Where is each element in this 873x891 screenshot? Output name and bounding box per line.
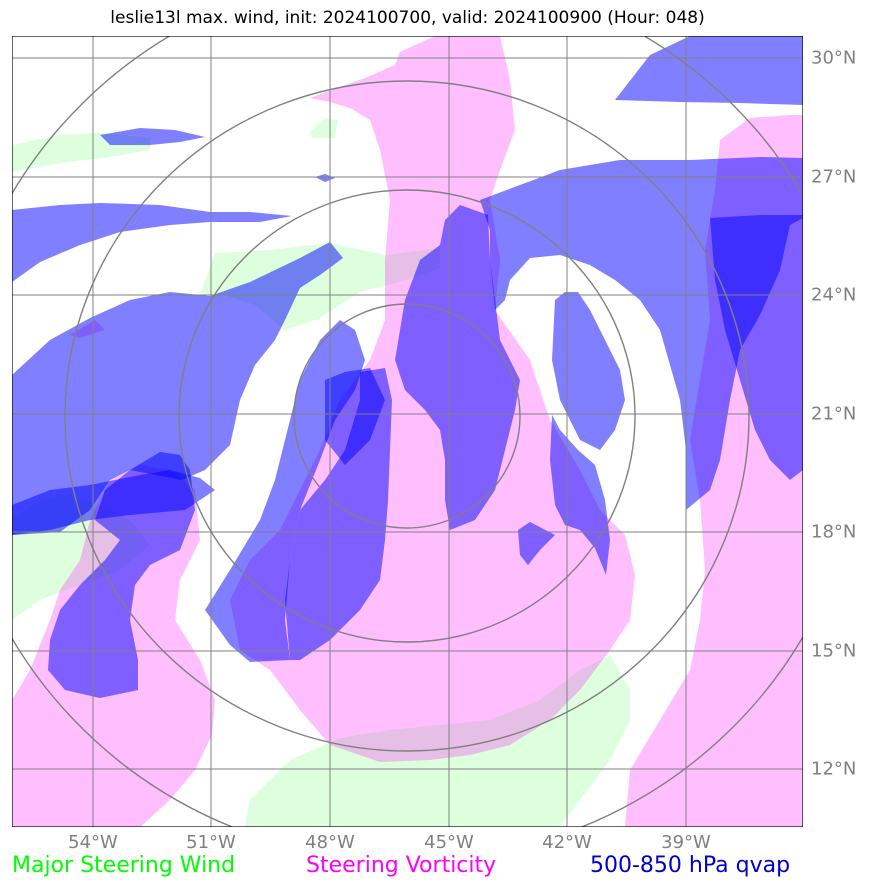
qvap-layer (12, 36, 803, 698)
longitude-label: 39°W (661, 832, 711, 853)
range-ring (64, 80, 750, 752)
legend-steering-wind: Major Steering Wind (12, 853, 236, 878)
qvap-area (615, 36, 803, 105)
longitude-label: 42°W (542, 832, 592, 853)
longitude-label: 51°W (186, 832, 236, 853)
latitude-label: 21°N (811, 403, 857, 425)
qvap-area (550, 415, 610, 575)
qvap-area (12, 203, 292, 282)
range-ring (178, 189, 636, 643)
legend-steering-vorticity: Steering Vorticity (306, 853, 497, 878)
qvap-area (285, 368, 392, 660)
latitude-label: 30°N (811, 47, 857, 69)
qvap-area (518, 522, 555, 565)
graticule (12, 36, 803, 827)
legend-qvap: 500-850 hPa qvap (590, 853, 791, 878)
qvap-area (552, 292, 625, 450)
longitude-label: 48°W (305, 832, 355, 853)
range-rings (12, 36, 803, 827)
steering-wind-area (310, 118, 338, 138)
qvap-area (100, 128, 205, 145)
latitude-label: 24°N (811, 284, 857, 306)
latitude-label: 18°N (811, 521, 857, 543)
qvap-area (48, 452, 195, 698)
map-title: leslie13l max. wind, init: 2024100700, v… (110, 8, 705, 28)
range-ring (293, 303, 521, 529)
longitude-label: 45°W (424, 832, 474, 853)
longitude-label: 54°W (68, 832, 118, 853)
latitude-label: 15°N (811, 640, 857, 662)
qvap-area (12, 242, 343, 535)
steering-wind-area (245, 655, 630, 827)
qvap-area (395, 205, 520, 530)
latitude-label: 27°N (811, 166, 857, 188)
map-panel (12, 36, 803, 827)
latitude-label: 12°N (811, 758, 857, 780)
